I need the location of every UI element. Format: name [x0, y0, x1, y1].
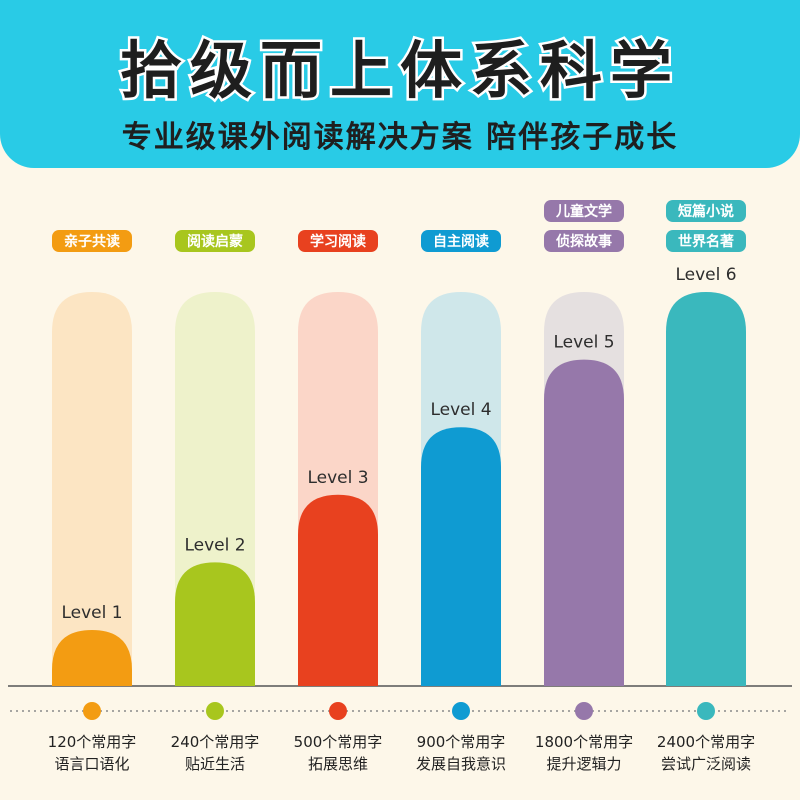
- level-label: Level 2: [184, 535, 245, 555]
- level-label: Level 3: [307, 468, 368, 488]
- bar: [52, 630, 132, 686]
- tag-badge: [52, 230, 132, 252]
- level-caption: 1800个常用字: [535, 733, 633, 751]
- tag-label: 世界名著: [678, 233, 734, 250]
- bar: [175, 562, 255, 686]
- level-caption: 贴近生活: [185, 755, 245, 773]
- page-subtitle: 专业级课外阅读解决方案 陪伴孩子成长: [121, 120, 679, 155]
- level-label: Level 4: [430, 400, 491, 420]
- timeline-dot: [83, 702, 101, 720]
- level-caption: 提升逻辑力: [546, 755, 621, 773]
- level-label: Level 1: [61, 603, 122, 623]
- level-caption: 拓展思维: [308, 755, 368, 773]
- bar: [544, 359, 624, 686]
- tag-label: 侦探故事: [556, 233, 612, 250]
- bar-background: [52, 292, 132, 686]
- tag-label: 学习阅读: [310, 233, 366, 250]
- level-label: Level 5: [553, 333, 614, 353]
- level-caption: 900个常用字: [417, 733, 506, 751]
- tag-badge: [544, 200, 624, 222]
- tag-badge: [666, 230, 746, 252]
- tag-badge: [298, 230, 378, 252]
- page-title: 拾级而上体系科学: [117, 32, 680, 110]
- tag-label: 自主阅读: [433, 233, 489, 250]
- level-caption: 语言口语化: [54, 755, 129, 773]
- tag-label: 阅读启蒙: [187, 233, 243, 250]
- tag-badge: [421, 230, 501, 252]
- level-caption: 500个常用字: [294, 733, 383, 751]
- header-banner: [0, 0, 800, 168]
- level-caption: 尝试广泛阅读: [661, 755, 751, 773]
- timeline-dot: [452, 702, 470, 720]
- tag-label: 儿童文学: [555, 203, 612, 220]
- tag-badge: [666, 200, 746, 222]
- level-label: Level 6: [675, 265, 736, 285]
- timeline-dot: [575, 702, 593, 720]
- bar: [298, 494, 378, 686]
- timeline-dot: [206, 702, 224, 720]
- timeline-dot: [329, 702, 347, 720]
- level-caption: 240个常用字: [171, 733, 260, 751]
- bar: [421, 427, 501, 686]
- tag-label: 亲子共读: [64, 233, 120, 250]
- level-caption: 发展自我意识: [416, 755, 506, 773]
- level-caption: 2400个常用字: [657, 733, 755, 751]
- tag-badge: [544, 230, 624, 252]
- tag-badge: [175, 230, 255, 252]
- bar: [666, 292, 746, 686]
- tag-label: 短篇小说: [678, 203, 734, 220]
- timeline-dot: [697, 702, 715, 720]
- level-caption: 120个常用字: [48, 733, 137, 751]
